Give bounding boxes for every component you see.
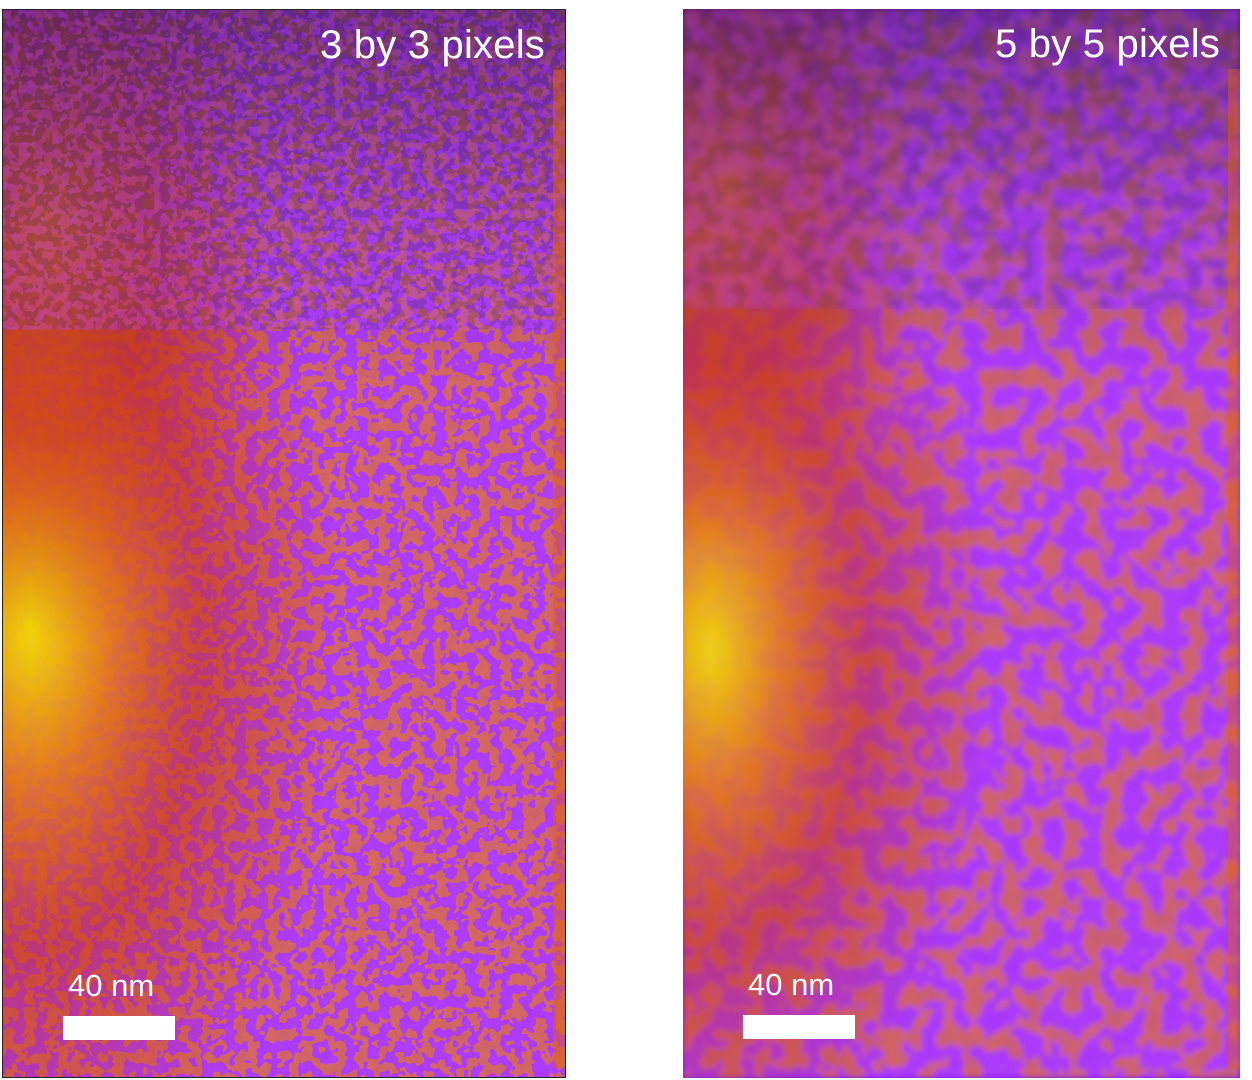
intensity-map-5x5 (683, 9, 1240, 1078)
intensity-map-3x3 (3, 10, 565, 1077)
panel-label: 5 by 5 pixels (995, 22, 1220, 66)
panel-label: 3 by 3 pixels (320, 23, 545, 67)
scale-bar (63, 1016, 175, 1040)
scale-bar-label: 40 nm (68, 968, 155, 1003)
map-panel-5x5: 5 by 5 pixels 40 nm (683, 9, 1240, 1078)
map-panel-3x3: 3 by 3 pixels 40 nm (2, 9, 566, 1078)
scale-bar (743, 1015, 855, 1039)
scale-bar-label: 40 nm (748, 967, 835, 1002)
